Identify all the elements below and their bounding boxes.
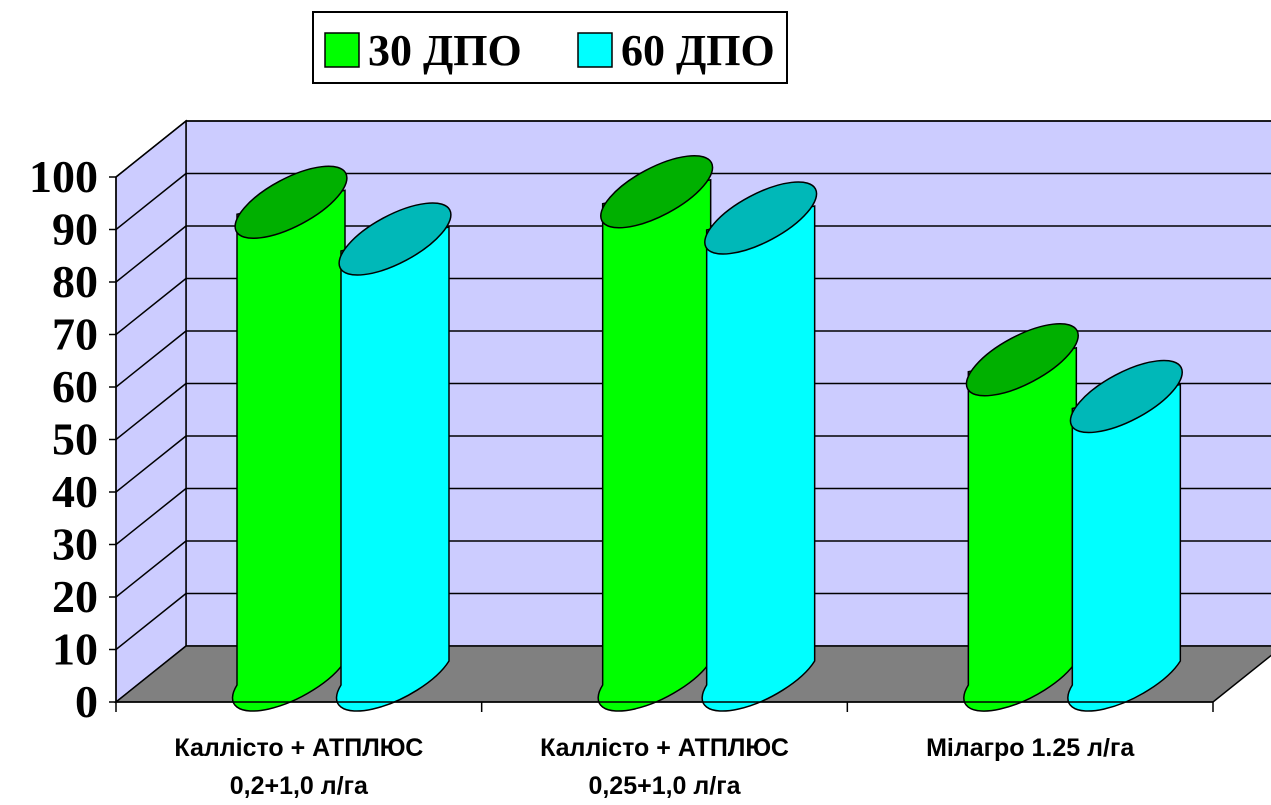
y-tick-label: 80 [52,256,98,307]
bar-60-dpo-1 [335,202,452,712]
bar-body [1067,383,1182,712]
axes [109,176,1214,712]
x-tick-label: Каллісто + АТПЛЮС [540,734,789,762]
legend-label-30-dpo: 30 ДПО [368,26,522,75]
y-tick-label: 50 [52,414,98,465]
bar-body [701,205,816,712]
x-tick-label: 0,2+1,0 л/га [230,772,369,800]
legend-swatch-30-dpo [324,32,360,68]
bar-top [1069,359,1183,434]
bar-top [965,322,1079,397]
bar-top [338,202,452,276]
x-tick-label: Каллісто + АТПЛЮС [174,734,423,762]
gridline-side [115,435,187,493]
bar-60-dpo-3 [1067,359,1183,712]
gridline-side [115,592,187,651]
bar-60-dpo-2 [701,181,818,712]
gridline-side [115,382,187,441]
bar-body [335,226,450,712]
y-tick-label: 10 [52,624,98,675]
bar-top [234,165,348,240]
legend: 30 ДПО 60 ДПО [312,11,788,84]
y-tick-label: 20 [52,571,98,622]
x-axis-tick-labels: Каллісто + АТПЛЮС 0,2+1,0 л/га Каллісто + … [174,734,1135,800]
legend-box [312,11,788,84]
bar-body [597,178,712,712]
bar-top [600,154,714,229]
gridline-side [115,277,187,336]
gridline-side [115,172,187,231]
y-tick-label: 100 [29,151,98,202]
gridline-side [115,120,187,178]
y-tick-label: 40 [52,466,98,517]
bar-30-dpo-1 [231,165,348,712]
gridline-side [115,540,187,598]
y-tick-label: 30 [52,519,98,570]
y-tick-label: 0 [75,676,98,727]
y-tick-label: 70 [52,309,98,360]
y-tick-label: 90 [52,204,98,255]
x-tick-label: 0,25+1,0 л/га [588,772,741,800]
y-tick-label: 60 [52,361,98,412]
bar-30-dpo-3 [963,322,1079,712]
bars [231,154,1183,712]
bar-body [231,189,346,712]
bar-body [963,346,1078,712]
gridline-side [115,330,187,388]
bar-30-dpo-2 [597,154,714,712]
legend-swatch-60-dpo [577,32,613,68]
gridline-side [115,487,187,546]
legend-label-60-dpo: 60 ДПО [621,26,775,75]
gridline-side [115,225,187,283]
bar-top [704,181,818,255]
x-tick-label: Мілагро 1.25 л/га [926,734,1135,762]
